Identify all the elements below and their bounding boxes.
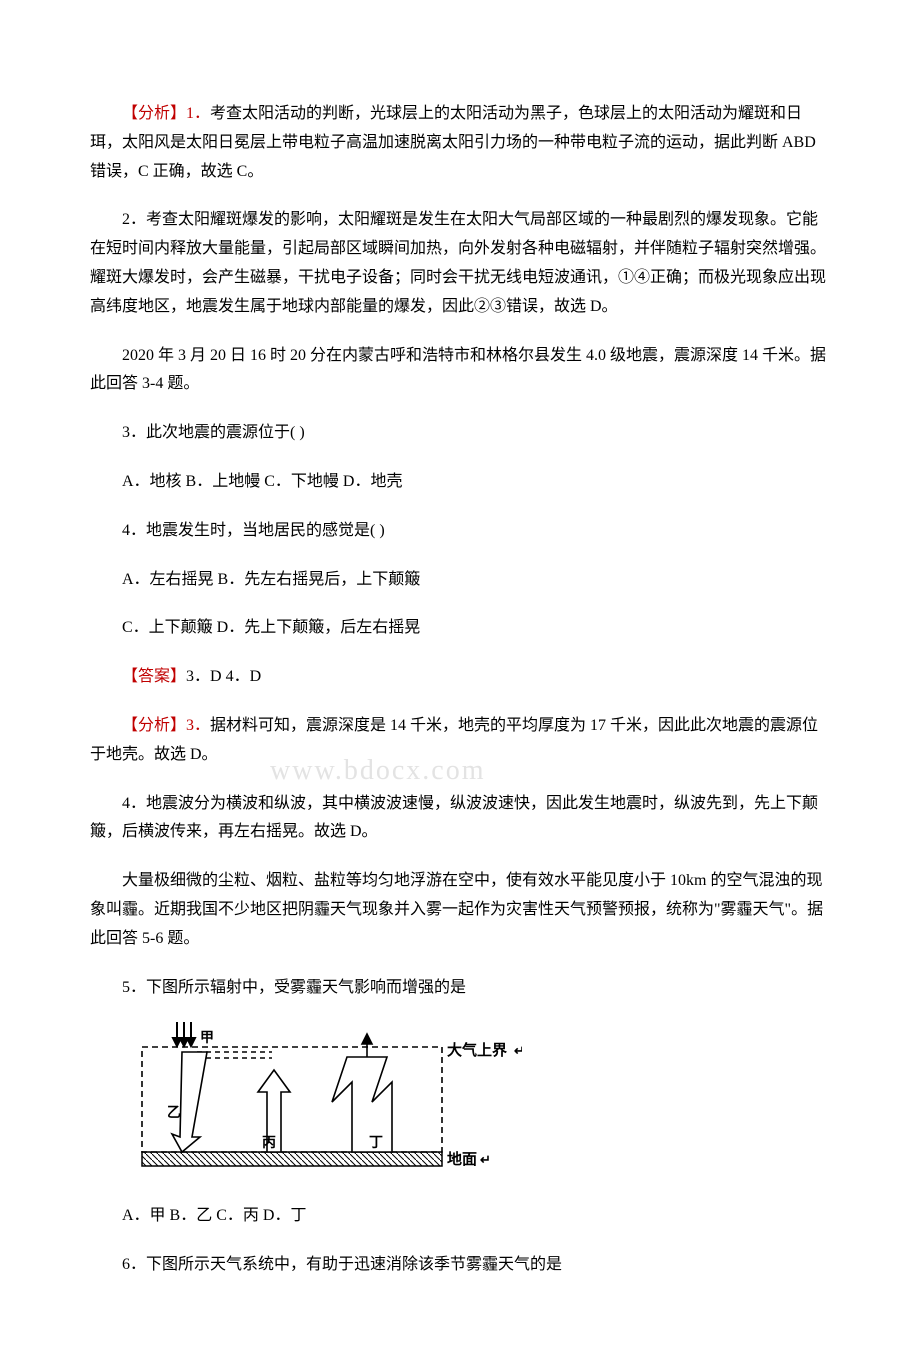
radiation-diagram: 甲 乙 丙 丁 大气上界 地面 ↵ ↵ (122, 1022, 830, 1182)
analysis-label: 【分析】1． (122, 105, 210, 122)
context-text-56: 大量极细微的尘粒、烟粒、盐粒等均匀地浮游在空中，使有效水平能见度小于 10km … (90, 872, 823, 947)
label-jia: 甲 (200, 1030, 214, 1046)
question-5-text: 5．下图所示辐射中，受雾霾天气影响而增强的是 (122, 979, 466, 996)
q5-options-text: A．甲 B．乙 C．丙 D．丁 (122, 1207, 306, 1224)
answer-3-4: 【答案】3．D 4．D (90, 663, 830, 692)
label-yi: 乙 (167, 1105, 181, 1121)
label-ding: 丁 (369, 1136, 383, 1151)
question-4: 4．地震发生时，当地居民的感觉是( ) (90, 517, 830, 546)
answer-label: 【答案】 (122, 668, 186, 685)
label-top-boundary: 大气上界 (447, 1041, 507, 1059)
analysis-text-4: 4．地震波分为横波和纵波，其中横波波速慢，纵波波速快，因此发生地震时，纵波先到，… (90, 795, 818, 841)
question-4-options-ab: A．左右摇晃 B．先左右摇晃后，上下颠簸 (90, 566, 830, 595)
diagram-svg: 甲 乙 丙 丁 大气上界 地面 ↵ ↵ (122, 1022, 522, 1182)
label-top-suffix: ↵ (514, 1043, 522, 1058)
question-6-text: 6．下图所示天气系统中，有助于迅速消除该季节雾霾天气的是 (122, 1256, 562, 1273)
analysis-para-4: 4．地震波分为横波和纵波，其中横波波速慢，纵波波速快，因此发生地震时，纵波先到，… (90, 790, 830, 848)
q4-opt-cd: C．上下颠簸 D．先上下颠簸，后左右摇晃 (122, 619, 420, 636)
context-para-3-4: 2020 年 3 月 20 日 16 时 20 分在内蒙古呼和浩特市和林格尔县发… (90, 342, 830, 400)
analysis-text-2: 2．考查太阳耀斑爆发的影响，太阳耀斑是发生在太阳大气局部区域的一种最剧烈的爆发现… (90, 211, 826, 314)
analysis-label-3: 【分析】3． (122, 717, 210, 734)
label-ground: 地面 (447, 1150, 477, 1168)
label-bing: 丙 (262, 1135, 276, 1151)
analysis-para-1: 【分析】1．考查太阳活动的判断，光球层上的太阳活动为黑子，色球层上的太阳活动为耀… (90, 100, 830, 186)
q4-opt-ab: A．左右摇晃 B．先左右摇晃后，上下颠簸 (122, 571, 420, 588)
question-5-options: A．甲 B．乙 C．丙 D．丁 (90, 1202, 830, 1231)
analysis-para-3: 【分析】3．据材料可知，震源深度是 14 千米，地壳的平均厚度为 17 千米，因… (90, 712, 830, 770)
question-3-options: A．地核 B．上地幔 C．下地幔 D．地壳 (90, 468, 830, 497)
question-4-options-cd: C．上下颠簸 D．先上下颠簸，后左右摇晃 (90, 614, 830, 643)
q3-options-text: A．地核 B．上地幔 C．下地幔 D．地壳 (122, 473, 402, 490)
label-ground-suffix: ↵ (480, 1152, 491, 1167)
answer-text: 3．D 4．D (186, 668, 261, 685)
question-3: 3．此次地震的震源位于( ) (90, 419, 830, 448)
context-text: 2020 年 3 月 20 日 16 时 20 分在内蒙古呼和浩特市和林格尔县发… (90, 347, 826, 393)
context-para-5-6: 大量极细微的尘粒、烟粒、盐粒等均匀地浮游在空中，使有效水平能见度小于 10km … (90, 867, 830, 953)
question-5: 5．下图所示辐射中，受雾霾天气影响而增强的是 (90, 974, 830, 1003)
analysis-para-2: 2．考查太阳耀斑爆发的影响，太阳耀斑是发生在太阳大气局部区域的一种最剧烈的爆发现… (90, 206, 830, 321)
question-4-text: 4．地震发生时，当地居民的感觉是( ) (122, 522, 385, 539)
question-6: 6．下图所示天气系统中，有助于迅速消除该季节雾霾天气的是 (90, 1251, 830, 1280)
question-3-text: 3．此次地震的震源位于( ) (122, 424, 305, 441)
